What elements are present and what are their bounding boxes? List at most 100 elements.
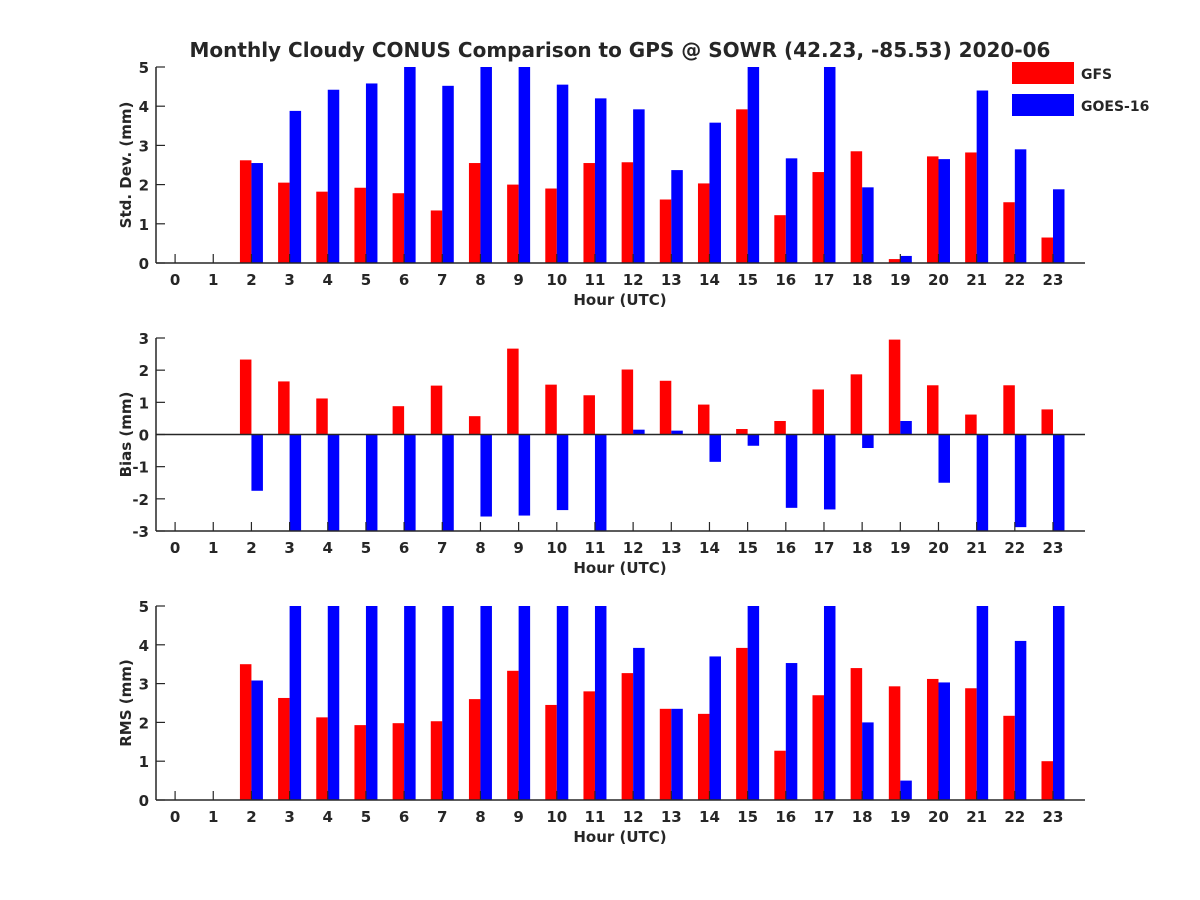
bar-gfs-19 [888,259,901,263]
y-tick-label: 3 [139,330,149,348]
bar-gfs-10 [545,188,557,263]
chart-title: Monthly Cloudy CONUS Comparison to GPS @… [190,38,1051,62]
y-axis-label: RMS (mm) [117,659,135,746]
x-tick-label: 2 [246,271,256,289]
x-tick-label: 17 [814,808,835,826]
y-tick-label: 2 [139,714,149,732]
bar-gfs-8 [468,416,481,435]
x-tick-label: 0 [170,539,180,557]
bar-goes-16-16 [785,434,798,508]
y-tick-label: -3 [132,523,149,541]
bar-goes-16-8 [480,606,492,800]
x-tick-label: 6 [399,271,409,289]
y-tick-label: 2 [139,177,149,195]
bar-gfs-18 [850,151,863,263]
bar-gfs-20 [926,385,939,435]
bar-goes-16-11 [594,98,607,263]
bar-goes-16-18 [862,187,874,263]
bar-goes-16-15 [747,67,760,263]
bar-gfs-21 [965,152,977,263]
y-tick-label: 2 [139,362,149,380]
bar-gfs-11 [583,163,595,263]
legend-swatch-goes-16 [1012,94,1074,116]
bar-goes-16-9 [518,434,531,516]
x-tick-label: 1 [208,808,218,826]
x-tick-label: 22 [1004,808,1025,826]
x-tick-label: 7 [437,539,447,557]
x-tick-label: 6 [399,808,409,826]
x-tick-label: 8 [475,808,485,826]
bar-goes-16-21 [976,434,989,531]
bar-gfs-15 [736,109,748,263]
x-tick-label: 5 [361,539,371,557]
bar-gfs-23 [1041,237,1053,263]
x-tick-label: 9 [513,539,523,557]
bar-goes-16-7 [442,85,454,263]
bar-gfs-7 [430,385,443,435]
x-tick-label: 14 [699,271,720,289]
bar-gfs-21 [965,414,977,435]
bar-gfs-5 [354,725,366,800]
bar-goes-16-10 [556,434,569,511]
x-tick-label: 14 [699,808,720,826]
bar-goes-16-12 [633,109,645,263]
x-tick-label: 16 [775,271,796,289]
bar-goes-16-7 [442,434,454,531]
bar-goes-16-20 [938,434,950,483]
bar-goes-16-12 [633,429,645,435]
bar-goes-16-4 [327,89,340,264]
bar-gfs-7 [430,210,443,263]
x-axis-label: Hour (UTC) [573,291,666,309]
bar-gfs-2 [239,664,252,800]
legend-label-goes-16: GOES-16 [1081,99,1149,115]
bar-goes-16-14 [709,122,721,263]
x-tick-label: 9 [513,271,523,289]
x-tick-label: 0 [170,271,180,289]
bar-gfs-8 [468,163,481,263]
bar-gfs-12 [621,673,634,800]
bar-goes-16-6 [404,67,416,263]
bar-gfs-2 [239,359,252,435]
x-tick-label: 5 [361,271,371,289]
bar-gfs-9 [507,348,519,435]
y-tick-label: 3 [139,676,149,694]
x-tick-label: 15 [737,271,758,289]
bar-goes-16-6 [404,434,416,531]
bar-gfs-11 [583,691,595,800]
x-tick-label: 12 [623,271,644,289]
x-axis-label: Hour (UTC) [573,828,666,846]
x-tick-label: 3 [284,808,294,826]
bar-goes-16-8 [480,67,492,263]
x-tick-label: 11 [585,539,606,557]
bar-gfs-13 [659,380,672,435]
bar-goes-16-5 [365,434,378,531]
bar-gfs-10 [545,384,557,435]
x-tick-label: 23 [1043,539,1064,557]
x-tick-label: 13 [661,808,682,826]
bar-gfs-16 [774,215,786,263]
bar-goes-16-7 [442,606,454,800]
bar-gfs-7 [430,721,443,800]
x-tick-label: 6 [399,539,409,557]
bar-gfs-11 [583,395,595,435]
x-tick-label: 17 [814,539,835,557]
bar-gfs-18 [850,668,863,800]
bar-gfs-6 [392,406,405,435]
bar-goes-16-17 [823,606,836,800]
bar-gfs-23 [1041,409,1053,435]
x-tick-label: 2 [246,539,256,557]
bar-gfs-14 [697,183,710,263]
bar-gfs-14 [697,713,710,800]
bar-gfs-17 [812,172,824,263]
x-tick-label: 20 [928,808,949,826]
bar-goes-16-12 [633,647,645,800]
x-tick-label: 18 [852,271,873,289]
bar-goes-16-2 [251,434,263,491]
x-tick-label: 10 [546,539,567,557]
bar-gfs-15 [736,429,748,435]
x-tick-label: 17 [814,271,835,289]
bar-goes-16-15 [747,434,760,446]
bar-goes-16-13 [671,708,683,800]
